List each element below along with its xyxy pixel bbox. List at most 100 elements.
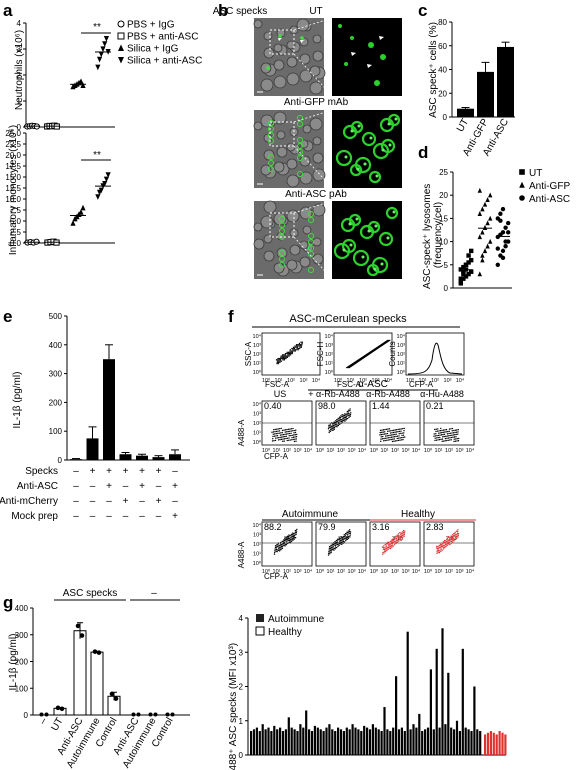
flow-event-dot <box>337 424 340 427</box>
speck-ring-green <box>340 217 356 233</box>
panel-f-bar-autoimmune <box>424 729 427 755</box>
flow-event-dot <box>348 529 351 531</box>
flow-event-dot <box>335 546 338 549</box>
flow-event-dot <box>274 551 276 554</box>
panel-f-bar-autoimmune <box>319 729 322 755</box>
flow-event-dot <box>386 549 388 552</box>
panel-d-point <box>503 244 508 249</box>
flow-event-dot <box>294 533 296 535</box>
panel-c-tick-label: 60 <box>438 42 447 51</box>
flow-event-dot <box>282 541 284 543</box>
flow-event-dot <box>290 350 293 352</box>
speck-ring-green <box>342 124 358 140</box>
flow-event-dot <box>332 543 335 546</box>
flow-event-dot <box>383 550 385 553</box>
flow-event-dot <box>347 537 350 539</box>
flow-event-dot <box>398 538 400 541</box>
panel-g-tick-label: 300 <box>15 631 29 640</box>
cell-grayscale <box>273 161 285 173</box>
flow-event-dot <box>344 418 346 421</box>
flow-event-dot <box>457 533 460 535</box>
arrowhead-icon <box>300 40 304 43</box>
flow-event-dot <box>454 533 456 535</box>
flow-event-dot <box>452 536 455 538</box>
cell-grayscale <box>276 231 286 241</box>
flow-event-dot <box>279 359 282 361</box>
flow-event-dot <box>292 532 294 534</box>
flow-event-dot <box>436 552 438 555</box>
flow-event-dot <box>285 355 288 357</box>
flow-event-dot <box>444 546 446 549</box>
panel-a-legend-label: PBS + IgG <box>127 20 175 31</box>
flow-event-dot <box>400 439 403 441</box>
flow-event-dot <box>335 423 337 426</box>
flow-event-dot <box>349 409 351 412</box>
flow-low-0-ytick: 10⁴ <box>253 522 262 529</box>
flow-event-dot <box>288 538 291 540</box>
flow-event-dot <box>398 430 401 433</box>
flow-top-0-xtick: 10² <box>287 378 295 384</box>
panel-f-bar-autoimmune <box>473 686 476 755</box>
flow-event-dot <box>276 361 278 364</box>
flow-event-dot <box>341 543 343 546</box>
flow-event-dot <box>293 440 296 443</box>
inset-box <box>269 29 295 55</box>
speck-overlay <box>268 126 274 132</box>
flow-event-dot <box>347 533 349 536</box>
inset-guide <box>293 200 333 214</box>
flow-top-2-xtick: 10³ <box>444 378 452 384</box>
flow-event-dot <box>301 342 303 345</box>
flow-event-dot <box>456 537 458 539</box>
flow-top-0-ytick: 10⁰ <box>253 369 262 376</box>
flow-top-1-ytick: 10⁴ <box>325 333 334 340</box>
flow-event-dot <box>295 345 298 347</box>
flow-event-dot <box>281 436 283 438</box>
flow-mid-0-ytick: 10³ <box>253 412 261 418</box>
flow-event-dot <box>394 540 396 543</box>
panel-d-point <box>498 218 503 223</box>
flow-event-dot <box>388 428 391 430</box>
panel-f-bar-autoimmune <box>418 713 421 755</box>
panel-c: ASC speck⁺ cells (%) <box>428 22 439 118</box>
panel-d-point <box>482 224 488 230</box>
flow-mid-1-xtick: 10¹ <box>327 448 335 454</box>
flow-event-dot <box>290 538 292 541</box>
flow-event-dot <box>342 539 345 541</box>
flow-event-dot <box>389 439 391 441</box>
flow-event-dot <box>348 413 351 415</box>
flow-diagonal-line <box>347 339 390 369</box>
flow-event-dot <box>452 434 454 436</box>
panel-f-bar-autoimmune <box>310 731 314 755</box>
flow-event-dot <box>444 543 446 546</box>
cell-grayscale <box>309 81 323 95</box>
flow-event-dot <box>455 431 458 433</box>
speck-core-green <box>350 129 354 133</box>
asc-specks-label: ASC specks <box>213 6 267 17</box>
speck-green <box>380 54 386 60</box>
flow-event-dot <box>449 439 451 441</box>
panel-f-bar-autoimmune <box>366 727 369 755</box>
flow-event-dot <box>381 438 384 440</box>
flow-event-dot <box>452 436 454 438</box>
flow-event-dot <box>290 540 293 543</box>
panel-a-top-point <box>78 78 84 85</box>
flow-event-dot <box>296 345 299 347</box>
flow-event-dot <box>452 539 454 542</box>
panel-g-point <box>44 712 49 717</box>
flow-event-dot <box>437 434 440 437</box>
flow-event-dot <box>383 433 386 435</box>
panel-a-bottom-point <box>105 172 111 178</box>
row-label-anti-asc: Anti-ASC pAb <box>285 189 347 200</box>
panel-a-legend-label: Silica + anti-ASC <box>127 56 202 67</box>
speck-overlay <box>297 155 303 161</box>
panel-d-legend-label: Anti-ASC <box>529 194 570 205</box>
flow-event-dot <box>278 430 281 432</box>
flow-event-dot <box>439 545 442 547</box>
panel-e-row-mark: + <box>106 466 112 477</box>
flow-event-dot <box>294 531 296 533</box>
flow-event-dot <box>440 547 442 549</box>
flow-low-0-ytick: 10³ <box>253 533 261 539</box>
flow-low-inner-value: 77.9 <box>338 536 349 542</box>
flow-event-dot <box>330 425 332 427</box>
panel-f-bar-autoimmune <box>453 729 456 755</box>
